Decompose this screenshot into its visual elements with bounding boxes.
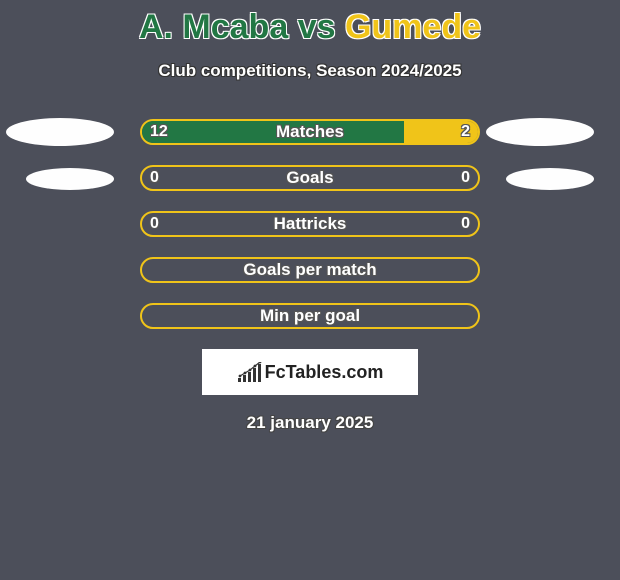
page-title: A. Mcaba vs Gumede (0, 0, 620, 47)
logo-chart-icon (237, 362, 263, 382)
stat-row: Goals per match (0, 257, 620, 283)
stat-row: Goals00 (0, 165, 620, 191)
bar-track (140, 165, 480, 191)
title-player2: Gumede (345, 8, 481, 46)
player2-ellipse-icon (486, 118, 594, 146)
player1-ellipse-icon (6, 118, 114, 146)
stat-row: Matches122 (0, 119, 620, 145)
subtitle: Club competitions, Season 2024/2025 (0, 61, 620, 81)
logo-box: FcTables.com (202, 349, 418, 395)
title-player1: A. Mcaba (139, 8, 288, 46)
logo-line-icon (237, 362, 263, 382)
bar-track (140, 303, 480, 329)
page-root: A. Mcaba vs Gumede Club competitions, Se… (0, 0, 620, 580)
stats-content: Matches122Goals00Hattricks00Goals per ma… (0, 119, 620, 329)
date-text: 21 january 2025 (0, 413, 620, 433)
bar-track (140, 211, 480, 237)
value-left: 0 (150, 165, 159, 191)
stat-row: Hattricks00 (0, 211, 620, 237)
bar-track (140, 119, 480, 145)
logo-text: FcTables.com (265, 362, 384, 383)
value-left: 12 (150, 119, 168, 145)
value-right: 2 (461, 119, 470, 145)
bar-left-fill (142, 121, 404, 145)
value-right: 0 (461, 165, 470, 191)
value-left: 0 (150, 211, 159, 237)
title-vs: vs (298, 8, 336, 46)
bar-track (140, 257, 480, 283)
stat-row: Min per goal (0, 303, 620, 329)
player1-ellipse-icon (26, 168, 114, 190)
value-right: 0 (461, 211, 470, 237)
logo-inner: FcTables.com (237, 362, 384, 383)
player2-ellipse-icon (506, 168, 594, 190)
